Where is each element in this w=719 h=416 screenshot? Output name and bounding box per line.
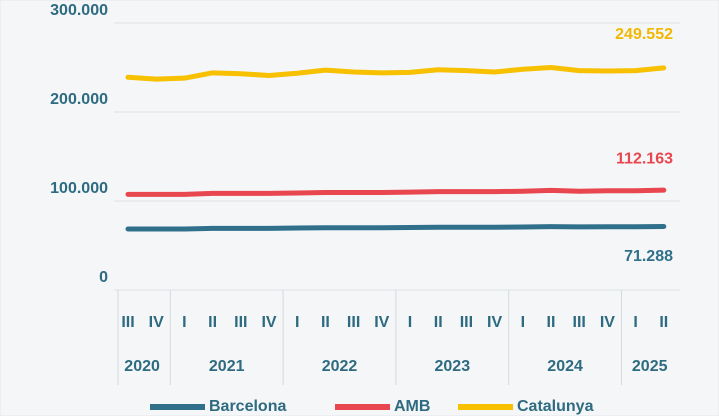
x-tick-label: I [182, 314, 186, 331]
x-tick-label: II [434, 314, 443, 331]
year-label: 2020 [124, 358, 160, 375]
x-tick-label: III [460, 314, 473, 331]
x-tick-label: IV [487, 314, 502, 331]
x-tick-label: II [321, 314, 330, 331]
x-tick-label: IV [149, 314, 164, 331]
x-tick-label: II [547, 314, 556, 331]
year-label: 2021 [209, 358, 245, 375]
y-tick-label: 200.000 [50, 91, 108, 108]
x-tick-label: I [408, 314, 412, 331]
series-line [125, 224, 667, 232]
x-tick-label: I [633, 314, 637, 331]
x-tick-label: II [208, 314, 217, 331]
value-label: 112.163 [616, 150, 673, 167]
x-tick-label: IV [374, 314, 389, 331]
x-tick-label: III [347, 314, 360, 331]
y-tick-label: 100.000 [50, 180, 108, 197]
x-tick-label: IV [261, 314, 276, 331]
x-tick-label: III [573, 314, 586, 331]
x-tick-label: I [295, 314, 299, 331]
x-tick-label: III [121, 314, 134, 331]
value-label: 249.552 [615, 26, 673, 43]
x-tick-label: II [659, 314, 668, 331]
year-label: 2024 [547, 358, 583, 375]
y-tick-label: 0 [99, 269, 108, 286]
value-label: 71.288 [624, 248, 673, 265]
x-tick-label: III [234, 314, 247, 331]
year-label: 2023 [435, 358, 471, 375]
legend-label: AMB [394, 398, 430, 415]
y-tick-label: 300.000 [50, 2, 108, 19]
x-tick-label: IV [600, 314, 615, 331]
series-line [125, 65, 667, 82]
legend-label: Catalunya [517, 398, 594, 415]
year-label: 2022 [322, 358, 358, 375]
year-label: 2025 [632, 358, 668, 375]
legend-label: Barcelona [209, 398, 286, 415]
series-line [125, 187, 667, 197]
x-tick-label: I [521, 314, 525, 331]
